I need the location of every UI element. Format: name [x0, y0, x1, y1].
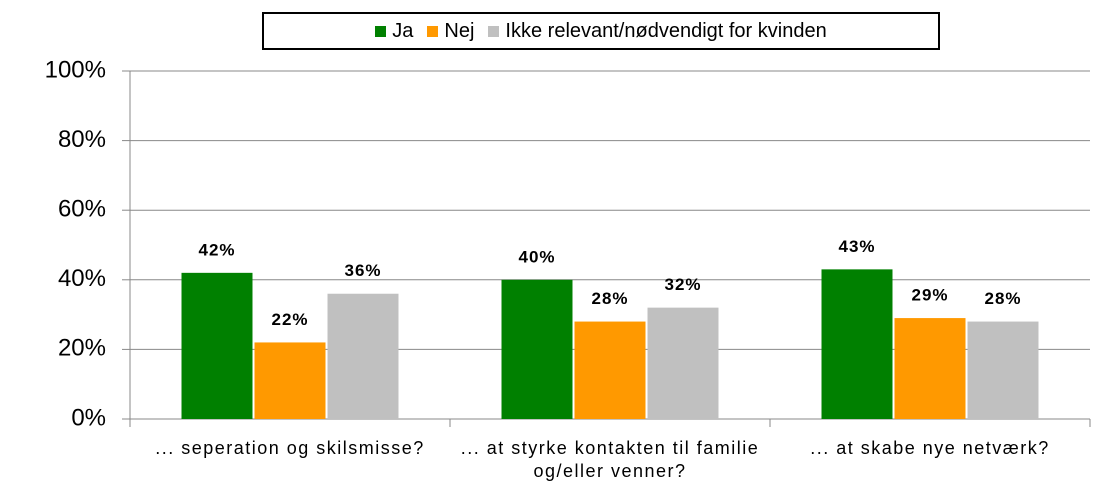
legend-item: Ja [375, 20, 413, 43]
bar [327, 293, 399, 419]
bar [501, 279, 573, 419]
legend-label: Ja [392, 19, 414, 42]
value-label: 42% [198, 240, 235, 259]
value-label: 32% [664, 275, 701, 294]
y-tick-label: 40% [58, 265, 106, 292]
bar [181, 272, 253, 419]
bar [894, 318, 966, 419]
legend-item: Nej [427, 20, 474, 43]
legend-swatch [375, 25, 387, 37]
legend-swatch [427, 25, 439, 37]
x-tick-label: ... at styrke kontakten til familie og/e… [460, 438, 760, 481]
value-label: 43% [838, 237, 875, 256]
y-tick-label: 20% [58, 335, 106, 362]
y-tick-label: 80% [58, 126, 106, 153]
bar [574, 321, 646, 419]
bar [647, 307, 719, 419]
value-label: 28% [591, 289, 628, 308]
value-label: 29% [911, 286, 948, 305]
legend: Ja Nej Ikke relevant/nødvendigt for kvinde… [262, 12, 940, 50]
x-tick-label: ... at skabe nye netværk? [810, 438, 1050, 458]
y-tick-label: 0% [71, 404, 106, 431]
legend-label: Ikke relevant/nødvendigt for kvinden [505, 19, 827, 42]
value-label: 28% [984, 289, 1021, 308]
x-tick-label: ... seperation og skilsmisse? [155, 438, 425, 458]
bar [821, 269, 893, 419]
value-label: 22% [271, 310, 308, 329]
legend-item: Ikke relevant/nødvendigt for kvinden [488, 19, 827, 43]
legend-swatch [488, 25, 500, 37]
value-label: 36% [344, 261, 381, 280]
bar [967, 321, 1039, 419]
y-tick-label: 60% [58, 196, 106, 223]
value-label: 40% [518, 247, 555, 266]
y-tick-label: 100% [45, 56, 106, 83]
bar [254, 342, 326, 419]
legend-label: Nej [444, 19, 475, 42]
